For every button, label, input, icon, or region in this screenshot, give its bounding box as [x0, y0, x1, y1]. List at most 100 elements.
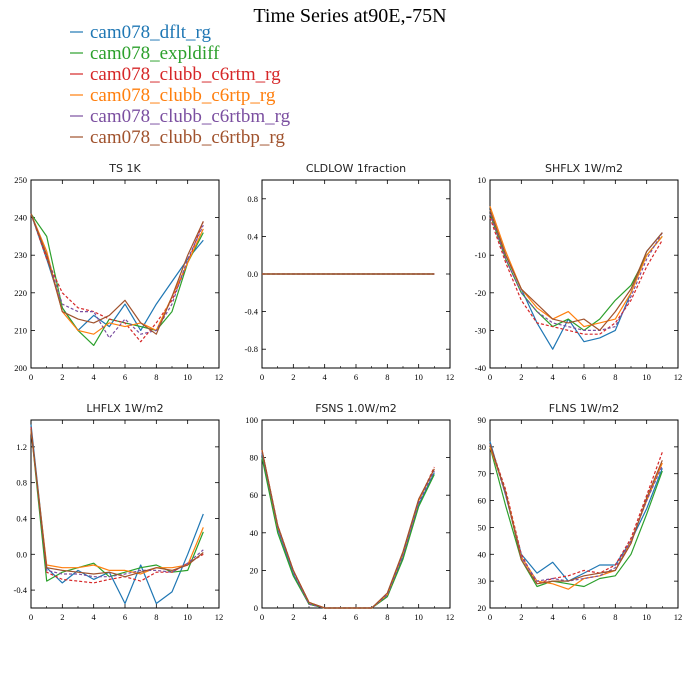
x-tick-label: 0 — [260, 372, 264, 382]
series-line — [30, 213, 204, 335]
x-tick-label: 10 — [642, 372, 651, 382]
x-tick-label: 12 — [674, 372, 683, 382]
series-line — [30, 430, 204, 575]
x-tick-label: 10 — [414, 612, 423, 622]
y-tick-label: 30 — [478, 576, 487, 586]
y-tick-label: 250 — [14, 175, 27, 185]
series-line — [489, 446, 663, 590]
x-tick-label: 12 — [215, 612, 224, 622]
panel-title: LHFLX 1W/m2 — [86, 402, 163, 415]
series-line — [30, 428, 204, 582]
legend: cam078_dflt_rgcam078_expldiffcam078_club… — [70, 22, 291, 148]
plot-frame — [261, 419, 451, 609]
plot-frame — [489, 419, 679, 609]
x-tick-label: 6 — [123, 372, 127, 382]
plot-frame — [489, 179, 679, 369]
legend-label: cam078_clubb_c6rtbm_rg — [90, 106, 291, 127]
x-tick-label: 4 — [551, 612, 556, 622]
series-line — [489, 213, 663, 331]
x-tick-label: 6 — [123, 612, 127, 622]
plot-frame — [30, 179, 220, 369]
legend-label: cam078_clubb_c6rtp_rg — [90, 85, 276, 106]
y-tick-label: 20 — [250, 565, 259, 575]
y-tick-label: 0 — [482, 213, 486, 223]
x-tick-label: 10 — [414, 372, 423, 382]
y-tick-label: 0.0 — [247, 269, 258, 279]
panel-title: TS 1K — [108, 162, 141, 175]
x-tick-label: 12 — [446, 372, 455, 382]
y-tick-label: 0.4 — [247, 231, 258, 241]
x-tick-label: 6 — [354, 372, 358, 382]
series-line — [30, 213, 204, 339]
series-line — [30, 428, 204, 578]
x-tick-label: 8 — [385, 372, 389, 382]
series-line — [261, 453, 435, 609]
y-tick-label: -20 — [475, 288, 486, 298]
y-tick-label: -40 — [475, 363, 486, 373]
x-tick-label: 10 — [642, 612, 651, 622]
x-tick-label: 2 — [60, 372, 64, 382]
panel-title: SHFLX 1W/m2 — [545, 162, 623, 175]
series-line — [30, 213, 204, 343]
y-tick-label: -0.4 — [245, 307, 259, 317]
legend-label: cam078_clubb_c6rtm_rg — [90, 64, 281, 85]
x-tick-label: 2 — [519, 612, 523, 622]
y-tick-label: -30 — [475, 325, 486, 335]
series-line — [489, 446, 663, 588]
chart-panel: FSNS 1.0W/m2 0 2 4 6 8 10 12 0 20 40 60 80 100 — [245, 402, 454, 622]
x-tick-label: 12 — [446, 612, 455, 622]
chart-panel: LHFLX 1W/m2 0 2 4 6 8 10 12 -0.4 0.0 0.4 0.8 1.2 — [14, 402, 224, 622]
y-tick-label: 40 — [250, 528, 259, 538]
series-line — [261, 449, 435, 609]
series-line — [30, 428, 204, 578]
y-tick-label: 100 — [245, 415, 258, 425]
series-line — [30, 424, 204, 605]
chart-panel: CLDLOW 1fraction 0 2 4 6 8 10 12 -0.8 -0.4 0.0 0.4 0… — [245, 162, 455, 382]
y-tick-label: 0 — [254, 603, 258, 613]
series-line — [30, 427, 204, 584]
y-tick-label: -0.8 — [245, 344, 258, 354]
x-tick-label: 6 — [582, 612, 586, 622]
x-tick-label: 4 — [323, 612, 328, 622]
legend-label: cam078_clubb_c6rtbp_rg — [90, 127, 285, 148]
y-tick-label: 50 — [478, 522, 487, 532]
x-tick-label: 0 — [488, 372, 492, 382]
x-tick-label: 8 — [154, 372, 158, 382]
series-line — [489, 206, 663, 328]
y-tick-label: 0.0 — [16, 549, 27, 559]
y-tick-label: 240 — [14, 213, 27, 223]
x-tick-label: 6 — [354, 612, 358, 622]
x-tick-label: 8 — [385, 612, 389, 622]
x-tick-label: 4 — [323, 372, 328, 382]
x-tick-label: 12 — [674, 612, 683, 622]
y-tick-label: -10 — [475, 250, 486, 260]
x-tick-label: 2 — [60, 612, 64, 622]
y-tick-label: 0.8 — [16, 478, 27, 488]
series-line — [489, 217, 663, 335]
x-tick-label: 0 — [488, 612, 492, 622]
series-line — [30, 213, 204, 331]
panel-title: CLDLOW 1fraction — [306, 162, 406, 175]
panel-title: FLNS 1W/m2 — [549, 402, 619, 415]
legend-label: cam078_dflt_rg — [90, 22, 212, 43]
y-tick-label: 60 — [478, 496, 487, 506]
x-tick-label: 10 — [183, 612, 192, 622]
x-tick-label: 0 — [29, 612, 33, 622]
y-tick-label: 200 — [14, 363, 27, 373]
y-tick-label: 70 — [478, 469, 487, 479]
y-tick-label: 1.2 — [16, 442, 27, 452]
y-tick-label: 230 — [14, 250, 27, 260]
y-tick-label: -0.4 — [14, 585, 28, 595]
y-tick-label: 90 — [478, 415, 487, 425]
y-tick-label: 80 — [250, 453, 259, 463]
x-tick-label: 4 — [92, 372, 97, 382]
series-line — [489, 441, 663, 582]
x-tick-label: 8 — [154, 612, 158, 622]
figure-title: Time Series at90E,-75N — [253, 5, 446, 27]
chart-panel: SHFLX 1W/m2 0 2 4 6 8 10 12 -40 -30 -20 -10 0 10 — [475, 162, 683, 382]
y-tick-label: 80 — [478, 442, 487, 452]
chart-panel: FLNS 1W/m2 0 2 4 6 8 10 12 20 30 40 50 60 70 80 90 — [478, 402, 683, 622]
x-tick-label: 4 — [551, 372, 556, 382]
